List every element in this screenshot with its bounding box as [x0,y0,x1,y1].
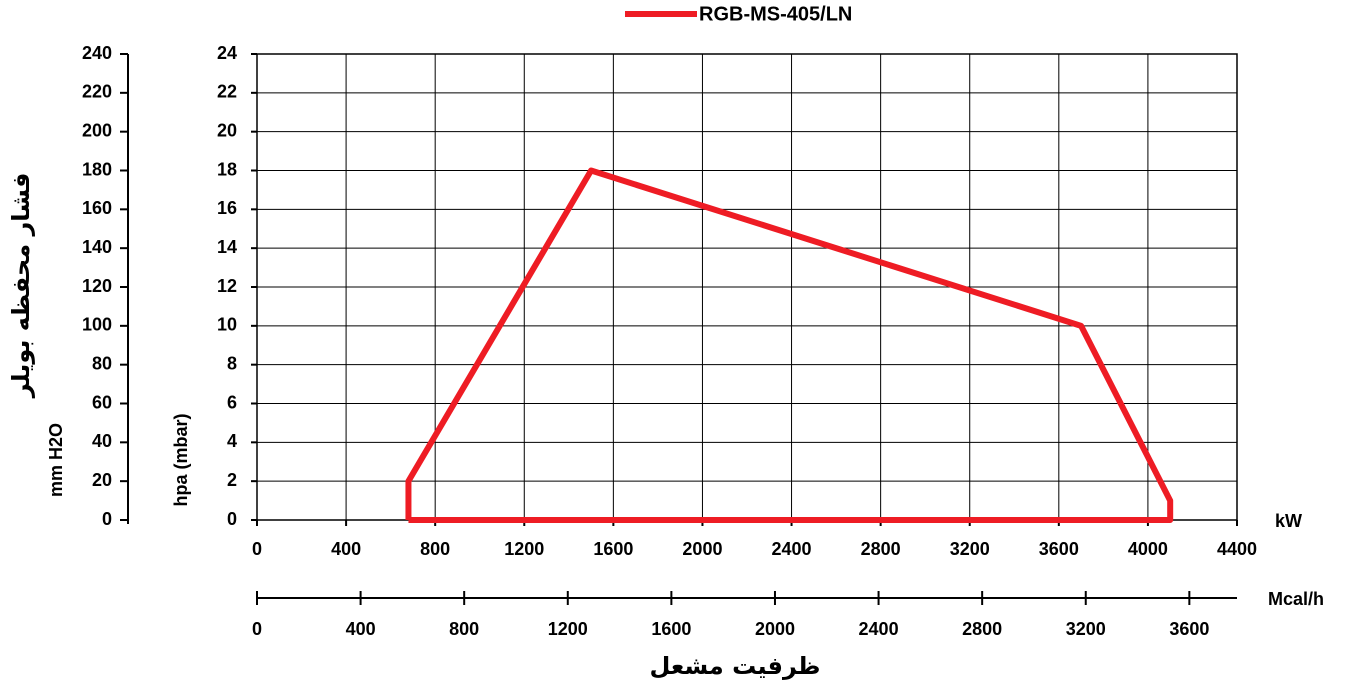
y2-tick-label: 80 [92,353,112,373]
y-tick-label: 18 [217,159,237,179]
x2-tick-label: 2400 [859,619,899,639]
data-line [405,167,1174,523]
x-tick-label: 3600 [1039,539,1079,559]
y-tick-label: 8 [227,353,237,373]
x2-tick-label: 0 [252,619,262,639]
y2-unit: mm H2O [46,423,66,497]
x-tick-label: 4400 [1217,539,1257,559]
x2-tick-label: 800 [449,619,479,639]
y-tick-label: 6 [227,392,237,412]
x2-tick-label: 3200 [1066,619,1106,639]
y-tick-label: 12 [217,276,237,296]
y-tick-label: 14 [217,237,237,257]
x-tick-label: 800 [420,539,450,559]
y-tick-label: 4 [227,431,237,451]
y2-tick-label: 120 [82,276,112,296]
y2-tick-label: 220 [82,82,112,102]
x-title: ظرفیت مشعل [649,652,820,680]
x2-tick-label: 400 [346,619,376,639]
x-tick-label: 4000 [1128,539,1168,559]
y2-tick-label: 200 [82,120,112,140]
y2-tick-label: 240 [82,43,112,63]
y-tick-label: 20 [217,120,237,140]
x-tick-label: 1600 [593,539,633,559]
x-tick-label: 0 [252,539,262,559]
y-tick-label: 10 [217,315,237,335]
x2-tick-label: 1200 [548,619,588,639]
x2-tick-label: 1600 [651,619,691,639]
y-unit: hpa (mbar) [171,413,191,506]
y-tick-label: 0 [227,509,237,529]
y2-tick-label: 160 [82,198,112,218]
x-tick-label: 3200 [950,539,990,559]
y2-tick-label: 140 [82,237,112,257]
y2-tick-label: 0 [102,509,112,529]
y2-tick-label: 40 [92,431,112,451]
x2-unit: Mcal/h [1268,589,1324,609]
x2-tick-label: 3600 [1169,619,1209,639]
y2-tick-label: 180 [82,159,112,179]
y-tick-label: 24 [217,43,237,63]
y-tick-label: 16 [217,198,237,218]
y2-tick-label: 100 [82,315,112,335]
x-tick-label: 2400 [772,539,812,559]
x-tick-label: 2800 [861,539,901,559]
y2-tick-label: 20 [92,470,112,490]
y-title: فشار محفظه بویلر [7,173,35,399]
y-tick-label: 2 [227,470,237,490]
y2-tick-label: 60 [92,392,112,412]
x-tick-label: 400 [331,539,361,559]
y-tick-label: 22 [217,82,237,102]
x2-tick-label: 2800 [962,619,1002,639]
x-tick-label: 2000 [682,539,722,559]
x-unit: kW [1275,511,1302,531]
x2-tick-label: 2000 [755,619,795,639]
legend-label: RGB-MS-405/LN [699,3,852,25]
x-tick-label: 1200 [504,539,544,559]
